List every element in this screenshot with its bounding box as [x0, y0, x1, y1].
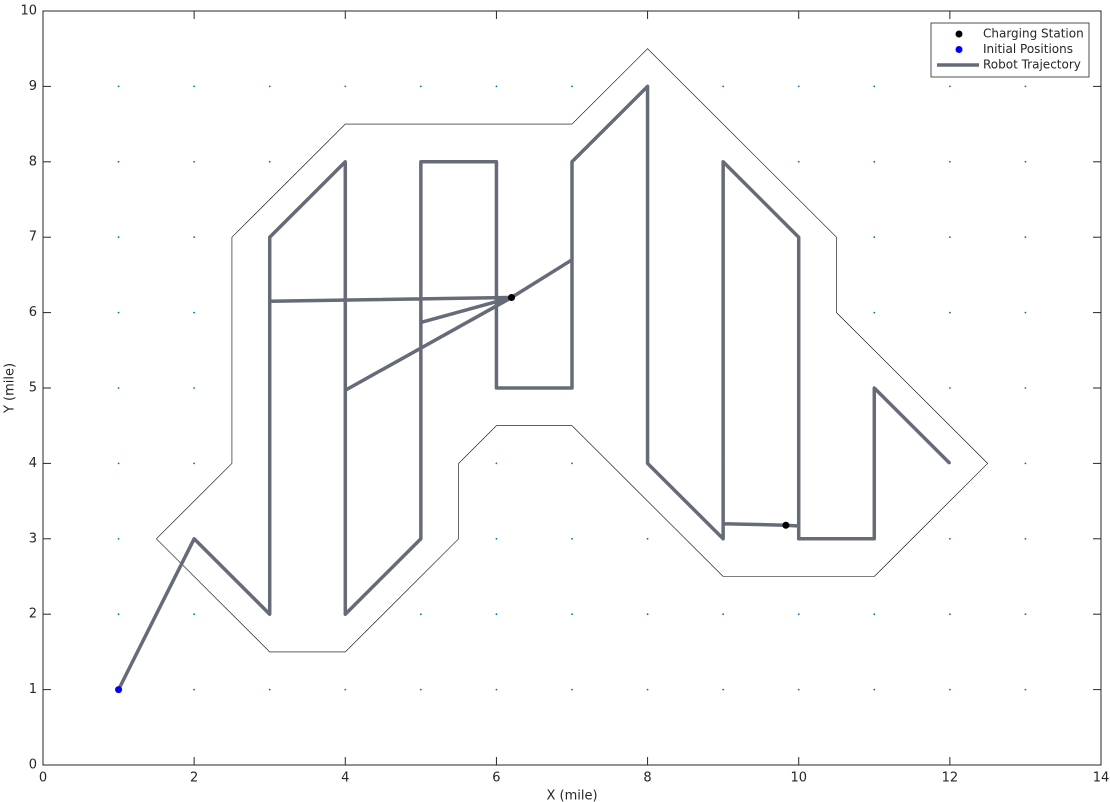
grid-point [1024, 613, 1027, 616]
grid-point [646, 537, 649, 540]
legend-label: Robot Trajectory [983, 58, 1081, 72]
y-tick-label: 9 [29, 79, 37, 94]
grid-point [948, 236, 951, 239]
grid-point [1024, 462, 1027, 465]
y-tick-label: 7 [29, 230, 37, 245]
y-axis-label: Y (mile) [3, 363, 18, 414]
grid-point [948, 688, 951, 691]
y-tick-label: 0 [29, 758, 37, 773]
y-tick-label: 8 [29, 154, 37, 169]
grid-point [873, 236, 876, 239]
point [115, 686, 123, 694]
grid-point [1024, 236, 1027, 239]
boundary [156, 48, 989, 653]
grid-point [873, 160, 876, 163]
grid-point [268, 85, 271, 88]
grid-point [419, 688, 422, 691]
grid-point [1024, 311, 1027, 314]
x-tick-label: 0 [39, 771, 47, 786]
grid-point [117, 613, 120, 616]
x-axis-label: X (mile) [546, 789, 597, 802]
grid-point [722, 85, 725, 88]
grid-point [948, 85, 951, 88]
grid-point [722, 613, 725, 616]
x-tick-label: 14 [1093, 771, 1110, 786]
grid-point [193, 311, 196, 314]
grid-point [344, 85, 347, 88]
grid-point [571, 613, 573, 616]
legend-label: Charging Station [983, 27, 1084, 41]
point [782, 521, 790, 529]
grid-point [948, 387, 951, 389]
grid-point [948, 613, 951, 616]
grid-point [873, 311, 876, 314]
grid-point [571, 462, 573, 465]
grid-point [117, 311, 120, 314]
grid-point [268, 688, 271, 691]
grid-point [193, 688, 196, 691]
grid-point [1024, 387, 1027, 389]
grid-point [1024, 85, 1027, 88]
y-tick-label: 6 [29, 305, 37, 320]
grid-point [1024, 160, 1027, 163]
y-tick-label: 5 [29, 381, 37, 396]
grid-point [571, 537, 573, 540]
grid-point [193, 613, 196, 616]
x-tick-label: 2 [190, 771, 198, 786]
grid-point [571, 688, 573, 691]
grid-point [193, 236, 196, 239]
x-tick-label: 12 [942, 771, 959, 786]
grid-point [117, 462, 120, 465]
point [508, 294, 516, 302]
grid-point [646, 613, 649, 616]
y-tick-label: 10 [20, 4, 37, 19]
grid-point [117, 236, 120, 239]
grid-point [495, 537, 498, 540]
grid-point [495, 462, 498, 465]
grid-point [1024, 537, 1027, 540]
grid-point [797, 160, 800, 163]
grid-point [495, 613, 498, 616]
y-tick-label: 1 [29, 682, 37, 697]
grid-point [797, 688, 800, 691]
grid-point [797, 613, 800, 616]
grid-point [117, 85, 120, 88]
x-tick-label: 6 [492, 771, 500, 786]
grid-point [419, 613, 422, 616]
grid-point [193, 387, 196, 389]
y-tick-label: 2 [29, 607, 37, 622]
x-tick-label: 4 [341, 771, 349, 786]
x-tick-label: 8 [643, 771, 651, 786]
grid-point [1024, 688, 1027, 691]
grid-point [117, 160, 120, 163]
grid-point [571, 85, 573, 88]
grid-point [193, 85, 196, 88]
grid-point [495, 85, 498, 88]
grid-point [722, 688, 725, 691]
grid-point [268, 160, 271, 163]
grid-point [873, 85, 876, 88]
grid-point [873, 688, 876, 691]
y-tick-label: 3 [29, 531, 37, 546]
grid-point [344, 688, 347, 691]
grid-point [797, 85, 800, 88]
legend-swatch [955, 46, 963, 53]
legend-label: Initial Positions [983, 42, 1073, 56]
grid-point [948, 537, 951, 540]
grid-point [873, 613, 876, 616]
grid-point [193, 160, 196, 163]
grid-point [193, 462, 196, 465]
legend-swatch [955, 30, 963, 38]
grid-point [419, 85, 422, 88]
grid-point [948, 311, 951, 314]
grid-point [117, 537, 120, 540]
grid-point [948, 160, 951, 163]
grid-point [646, 688, 649, 691]
y-tick-label: 4 [29, 456, 37, 471]
grid-point [117, 387, 120, 389]
grid-point [495, 688, 498, 691]
x-tick-label: 10 [790, 771, 807, 786]
